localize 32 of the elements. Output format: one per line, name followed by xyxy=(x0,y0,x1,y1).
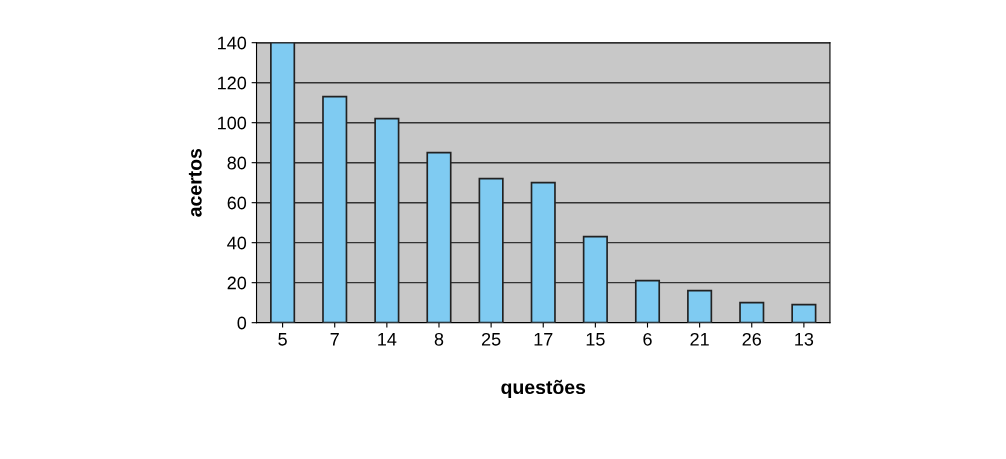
y-tick-label: 100 xyxy=(218,116,247,130)
y-tick-label: 0 xyxy=(237,316,247,330)
bar xyxy=(322,95,348,323)
y-tick-label: 140 xyxy=(218,36,247,50)
bar xyxy=(687,289,713,323)
x-tick-label: 15 xyxy=(586,333,605,346)
bar xyxy=(478,177,504,323)
x-tick-label: 13 xyxy=(795,332,814,346)
bar xyxy=(530,181,556,323)
y-tick-label: 20 xyxy=(227,276,247,290)
x-tick-label: 26 xyxy=(742,332,762,346)
x-tick-label: 25 xyxy=(481,332,501,346)
y-tick-label: 80 xyxy=(227,156,247,170)
bar xyxy=(634,279,661,323)
y-tick-label: 40 xyxy=(227,236,247,250)
x-tick-label: 14 xyxy=(378,333,397,346)
x-tick-label: 7 xyxy=(330,333,339,346)
y-tick-label: 120 xyxy=(218,76,247,90)
x-tick-label: 17 xyxy=(534,333,553,346)
bar xyxy=(791,303,817,323)
x-tick-label: 5 xyxy=(278,333,287,346)
bar xyxy=(270,42,296,323)
bar xyxy=(374,117,400,323)
bar xyxy=(739,301,765,323)
y-axis-title: acertos xyxy=(188,148,202,217)
x-tick-label: 8 xyxy=(434,332,444,346)
y-tick-label: 60 xyxy=(227,196,247,210)
bar xyxy=(426,151,452,323)
bar xyxy=(582,235,608,323)
x-tick-label: 6 xyxy=(643,332,652,346)
x-tick-label: 21 xyxy=(690,332,709,346)
x-axis-title: questões xyxy=(501,379,586,398)
